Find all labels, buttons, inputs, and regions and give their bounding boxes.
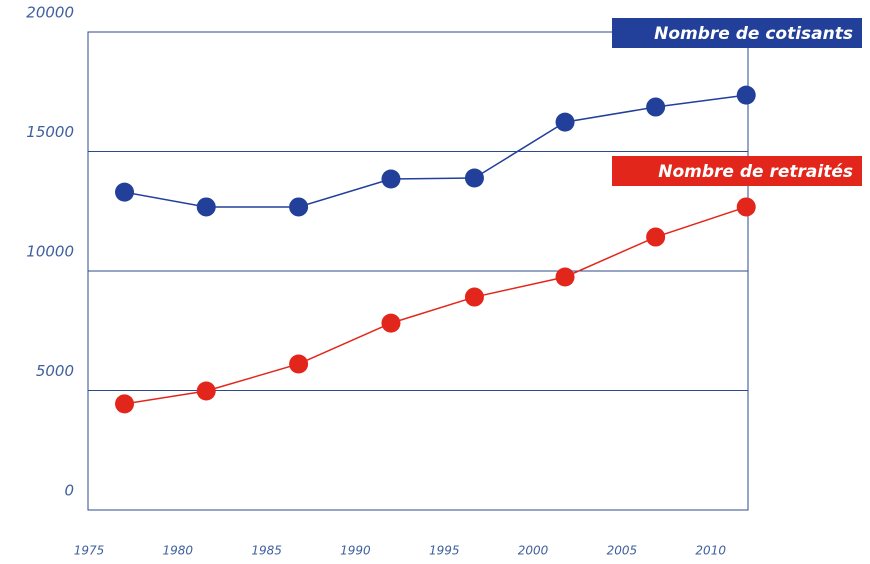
y-tick-label: 10000 <box>26 243 74 261</box>
y-tick-label: 0 <box>64 482 74 500</box>
data-point <box>115 182 135 202</box>
data-point <box>196 197 216 217</box>
x-tick-label: 1995 <box>429 544 460 558</box>
legend-label: Nombre de retraités <box>658 162 853 182</box>
data-point <box>736 197 756 217</box>
data-point <box>464 168 484 188</box>
data-point <box>646 227 666 247</box>
legend-label: Nombre de cotisants <box>654 24 853 44</box>
x-tick-label: 1980 <box>163 544 194 558</box>
y-tick-label: 5000 <box>36 362 74 380</box>
series-line <box>124 94 747 208</box>
series-line <box>124 206 747 405</box>
data-point <box>381 169 401 189</box>
data-point <box>381 313 401 333</box>
x-tick-label: 2000 <box>518 544 549 558</box>
data-point <box>555 112 575 132</box>
data-point <box>115 394 135 414</box>
y-tick-label: 20000 <box>26 4 74 22</box>
data-point <box>646 97 666 117</box>
legend-box <box>612 156 862 186</box>
x-tick-label: 1990 <box>340 544 371 558</box>
legend-box <box>612 18 862 48</box>
data-point <box>736 85 756 105</box>
data-point <box>289 354 309 374</box>
data-point <box>196 381 216 401</box>
x-tick-label: 1985 <box>251 544 282 558</box>
y-tick-label: 15000 <box>26 123 74 141</box>
data-point <box>464 287 484 307</box>
x-tick-label: 2010 <box>695 544 726 558</box>
x-tick-label: 2005 <box>607 544 638 558</box>
x-tick-label: 1975 <box>74 544 105 558</box>
data-point <box>289 197 309 217</box>
data-point <box>555 267 575 287</box>
